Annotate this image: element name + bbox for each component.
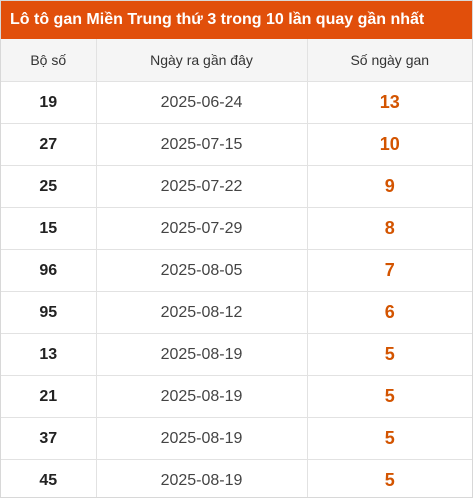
- widget-title: Lô tô gan Miền Trung thứ 3 trong 10 lần …: [1, 1, 472, 39]
- last-seen-date: 2025-08-05: [96, 249, 308, 292]
- table-row: 25 2025-07-22 9: [1, 165, 472, 208]
- last-seen-date: 2025-07-29: [96, 207, 308, 250]
- gan-days: 5: [307, 375, 472, 418]
- lottery-number: 27: [1, 123, 97, 166]
- last-seen-date: 2025-06-24: [96, 81, 308, 124]
- table-row: 96 2025-08-05 7: [1, 249, 472, 292]
- lo-gan-table: Bộ số Ngày ra gần đây Số ngày gan 19 202…: [1, 39, 472, 497]
- last-seen-date: 2025-07-15: [96, 123, 308, 166]
- gan-days: 5: [307, 333, 472, 376]
- last-seen-date: 2025-08-19: [96, 417, 308, 460]
- last-seen-date: 2025-08-19: [96, 375, 308, 418]
- gan-days: 5: [307, 417, 472, 460]
- gan-days: 13: [307, 81, 472, 124]
- table-body: 19 2025-06-24 13 27 2025-07-15 10 25 202…: [1, 81, 472, 497]
- table-row: 45 2025-08-19 5: [1, 459, 472, 497]
- last-seen-date: 2025-08-19: [96, 459, 308, 497]
- gan-days: 6: [307, 291, 472, 334]
- table-row: 13 2025-08-19 5: [1, 333, 472, 376]
- lottery-number: 15: [1, 207, 97, 250]
- table-row: 95 2025-08-12 6: [1, 291, 472, 334]
- last-seen-date: 2025-08-19: [96, 333, 308, 376]
- lottery-number: 96: [1, 249, 97, 292]
- column-header-number: Bộ số: [1, 39, 97, 82]
- last-seen-date: 2025-08-12: [96, 291, 308, 334]
- column-header-date: Ngày ra gần đây: [96, 39, 308, 82]
- gan-days: 8: [307, 207, 472, 250]
- lottery-number: 19: [1, 81, 97, 124]
- lottery-number: 25: [1, 165, 97, 208]
- gan-days: 9: [307, 165, 472, 208]
- table-row: 19 2025-06-24 13: [1, 81, 472, 124]
- table-row: 37 2025-08-19 5: [1, 417, 472, 460]
- lottery-number: 37: [1, 417, 97, 460]
- table-row: 15 2025-07-29 8: [1, 207, 472, 250]
- table-row: 21 2025-08-19 5: [1, 375, 472, 418]
- lottery-number: 95: [1, 291, 97, 334]
- table-row: 27 2025-07-15 10: [1, 123, 472, 166]
- column-header-days: Số ngày gan: [307, 39, 472, 82]
- lottery-number: 13: [1, 333, 97, 376]
- lottery-number: 21: [1, 375, 97, 418]
- gan-days: 7: [307, 249, 472, 292]
- gan-days: 5: [384, 470, 395, 490]
- last-seen-date: 2025-07-22: [96, 165, 308, 208]
- gan-days: 10: [307, 123, 472, 166]
- lottery-number: 45: [1, 459, 97, 497]
- table-header-row: Bộ số Ngày ra gần đây Số ngày gan: [1, 39, 472, 82]
